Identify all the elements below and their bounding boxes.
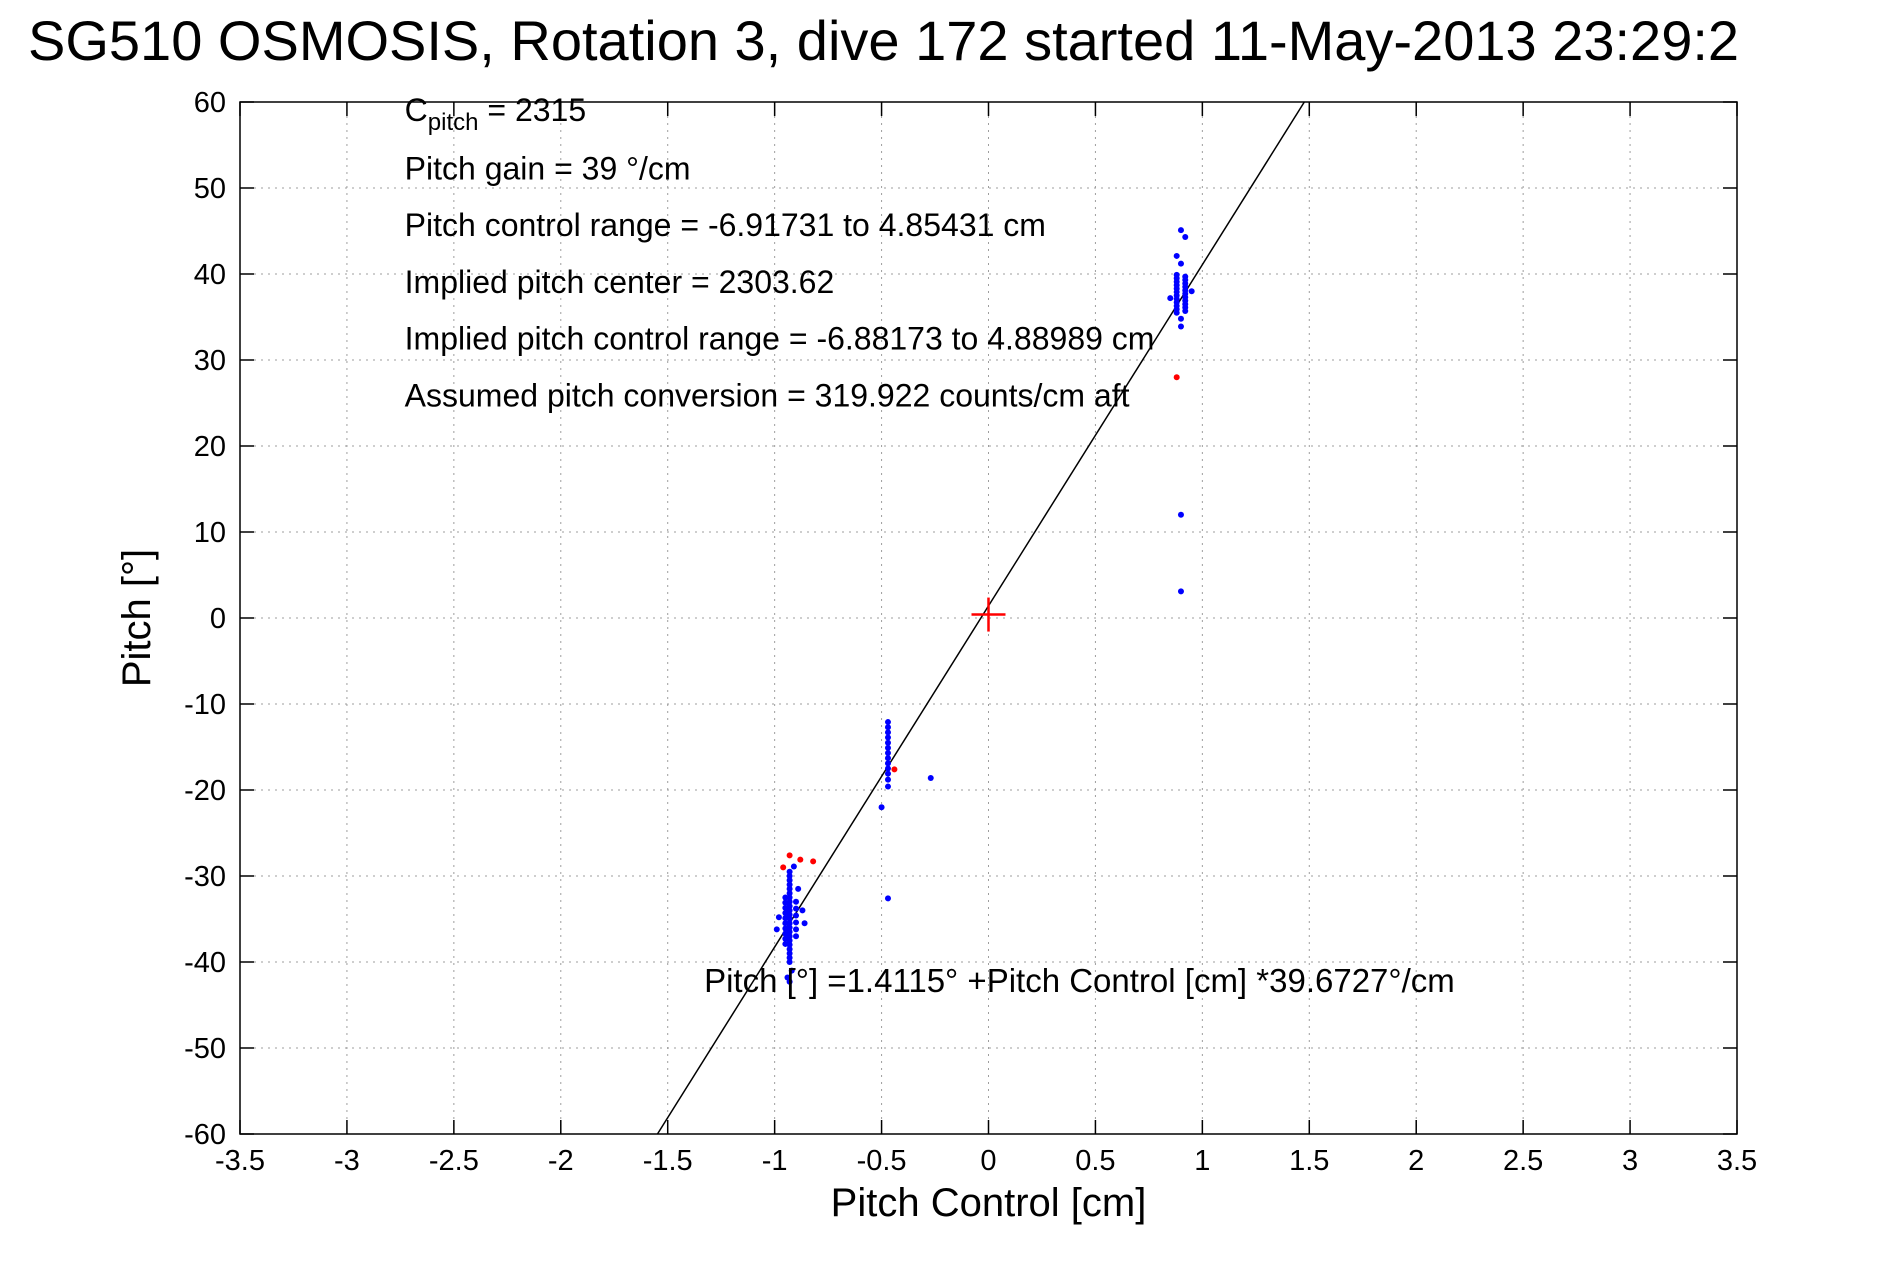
svg-text:Assumed pitch conversion = 319: Assumed pitch conversion = 319.922 count… — [405, 377, 1130, 413]
series-flagged-observations — [780, 374, 1180, 871]
svg-text:0: 0 — [980, 1145, 996, 1177]
svg-text:3.5: 3.5 — [1717, 1145, 1757, 1177]
svg-text:10: 10 — [194, 517, 226, 549]
svg-text:Pitch control range = -6.91731: Pitch control range = -6.91731 to 4.8543… — [405, 207, 1046, 243]
annotation-block: Cpitch = 2315 Pitch gain = 39 °/cm Pitch c… — [405, 92, 1155, 414]
svg-text:30: 30 — [194, 345, 226, 377]
x-tick-labels: -3.5 -3 -2.5 -2 -1.5 -1 -0.5 0 0.5 1 1.5 2 2.5 3 3.5 — [215, 1145, 1757, 1177]
svg-text:1: 1 — [1194, 1145, 1210, 1177]
svg-text:-1: -1 — [762, 1145, 788, 1177]
svg-text:-3: -3 — [334, 1145, 360, 1177]
fit-equation-label: Pitch [°] =1.4115° +Pitch Control [cm] *… — [704, 962, 1455, 999]
series-implied-center — [971, 597, 1006, 632]
svg-text:-20: -20 — [184, 775, 226, 807]
svg-text:Cpitch = 2315: Cpitch = 2315 — [405, 92, 586, 136]
svg-text:-60: -60 — [184, 1119, 226, 1151]
svg-text:Pitch gain = 39 °/cm: Pitch gain = 39 °/cm — [405, 150, 691, 186]
svg-text:-0.5: -0.5 — [857, 1145, 907, 1177]
svg-text:2.5: 2.5 — [1503, 1145, 1543, 1177]
y-axis-label: Pitch [°] — [115, 549, 159, 687]
svg-text:1.5: 1.5 — [1289, 1145, 1329, 1177]
svg-text:20: 20 — [194, 431, 226, 463]
chart-title: SG510 OSMOSIS, Rotation 3, dive 172 star… — [28, 9, 1740, 72]
svg-text:0: 0 — [210, 603, 226, 635]
fit-line — [656, 101, 1305, 1135]
svg-text:-1.5: -1.5 — [643, 1145, 693, 1177]
svg-text:-40: -40 — [184, 947, 226, 979]
svg-text:-3.5: -3.5 — [215, 1145, 265, 1177]
series-pitch-observations — [773, 227, 1195, 985]
svg-text:-2: -2 — [548, 1145, 574, 1177]
svg-text:40: 40 — [194, 259, 226, 291]
svg-text:2: 2 — [1408, 1145, 1424, 1177]
svg-text:50: 50 — [194, 173, 226, 205]
svg-text:3: 3 — [1622, 1145, 1638, 1177]
svg-text:Implied pitch control range =: Implied pitch control range = -6.88173 t… — [405, 321, 1155, 357]
svg-text:-10: -10 — [184, 689, 226, 721]
svg-text:60: 60 — [194, 87, 226, 119]
svg-text:-2.5: -2.5 — [429, 1145, 479, 1177]
svg-text:-30: -30 — [184, 861, 226, 893]
svg-text:0.5: 0.5 — [1075, 1145, 1115, 1177]
tick-marks — [239, 101, 1738, 1135]
svg-text:-50: -50 — [184, 1033, 226, 1065]
svg-text:Implied pitch center = 2303.62: Implied pitch center = 2303.62 — [405, 264, 835, 300]
y-tick-labels: -60 -50 -40 -30 -20 -10 0 10 20 30 40 50 60 — [184, 87, 226, 1151]
x-axis-label: Pitch Control [cm] — [831, 1181, 1147, 1225]
